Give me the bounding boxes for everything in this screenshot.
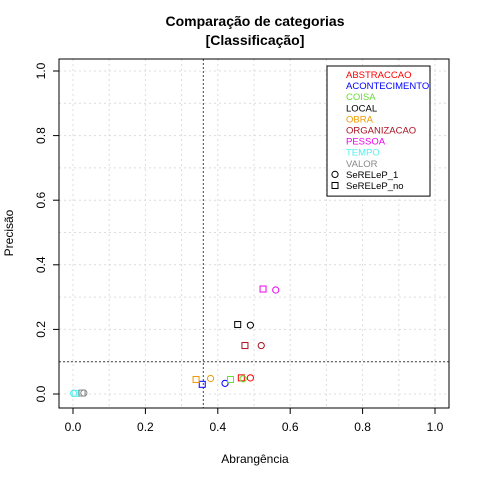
legend-entry-acontecimento: ACONTECIMENTO <box>346 81 429 92</box>
legend-entry-tempo: TEMPO <box>346 148 380 159</box>
legend-entry-valor: VALOR <box>346 159 378 170</box>
data-point-organizacao-circle <box>257 341 265 350</box>
data-point-acontecimento-square <box>198 380 206 388</box>
x-axis-ticks: 0.0 0.2 0.4 0.6 0.8 1.0 <box>65 408 444 434</box>
y-tick-label: 0.2 <box>34 321 48 338</box>
legend-entry-organizacao: ORGANIZACAO <box>346 126 416 137</box>
legend-entry-serelep_1: SeRELeP_1 <box>346 170 398 181</box>
x-tick-label: 1.0 <box>427 420 444 434</box>
x-tick-label: 0.0 <box>65 420 82 434</box>
legend-marker-circle <box>331 170 339 178</box>
data-point-local-square <box>234 321 242 329</box>
legend-entry-abstraccao: ABSTRACCAO <box>346 70 411 81</box>
chart-title-line-2: [Classificação] <box>206 32 305 48</box>
y-tick-label: 0.4 <box>34 256 48 273</box>
data-point-pessoa-square <box>259 285 267 293</box>
data-point-abstraccao-circle <box>246 374 254 382</box>
data-point-valor-circle <box>80 389 88 397</box>
y-tick-label: 1.0 <box>34 62 48 79</box>
plot-frame <box>58 58 450 409</box>
data-point-obra-circle <box>206 374 215 383</box>
data-point-coisa-square <box>226 375 234 383</box>
data-point-coisa-circle <box>239 375 247 383</box>
data-point-obra-square <box>192 375 200 383</box>
y-tick-label: 0.6 <box>34 192 48 209</box>
reference-lines <box>59 59 449 408</box>
data-point-local-circle <box>246 321 254 329</box>
y-tick-label: 0.0 <box>34 385 48 402</box>
data-point-organizacao-square <box>241 342 249 350</box>
legend-entry-serelep_no: SeRELeP_no <box>346 181 404 192</box>
x-tick-label: 0.4 <box>209 420 226 434</box>
data-point-acontecimento-circle <box>221 379 229 387</box>
data-point-pessoa-circle <box>272 286 280 294</box>
data-point-abstraccao-square <box>237 374 245 382</box>
data-points <box>70 285 280 397</box>
y-axis-ticks: 0.0 0.2 0.4 0.6 0.8 1.0 <box>34 62 59 402</box>
x-tick-label: 0.8 <box>354 420 371 434</box>
legend: ABSTRACCAOACONTECIMENTOCOISALOCALOBRAORG… <box>326 65 431 197</box>
legend-entry-pessoa: PESSOA <box>346 137 386 148</box>
legend-entry-coisa: COISA <box>346 92 376 103</box>
legend-entry-local: LOCAL <box>346 103 377 114</box>
chart-title-line-1: Comparação de categorias <box>166 13 345 29</box>
legend-box <box>326 65 431 197</box>
y-axis-label: Precisão <box>2 209 16 256</box>
x-tick-label: 0.6 <box>282 420 299 434</box>
legend-entry-obra: OBRA <box>346 114 374 125</box>
data-point-tempo-square <box>71 389 79 397</box>
legend-marker-square <box>331 182 339 189</box>
y-tick-label: 0.8 <box>34 127 48 144</box>
x-axis-label: Abrangência <box>221 452 289 466</box>
x-tick-label: 0.2 <box>137 420 154 434</box>
